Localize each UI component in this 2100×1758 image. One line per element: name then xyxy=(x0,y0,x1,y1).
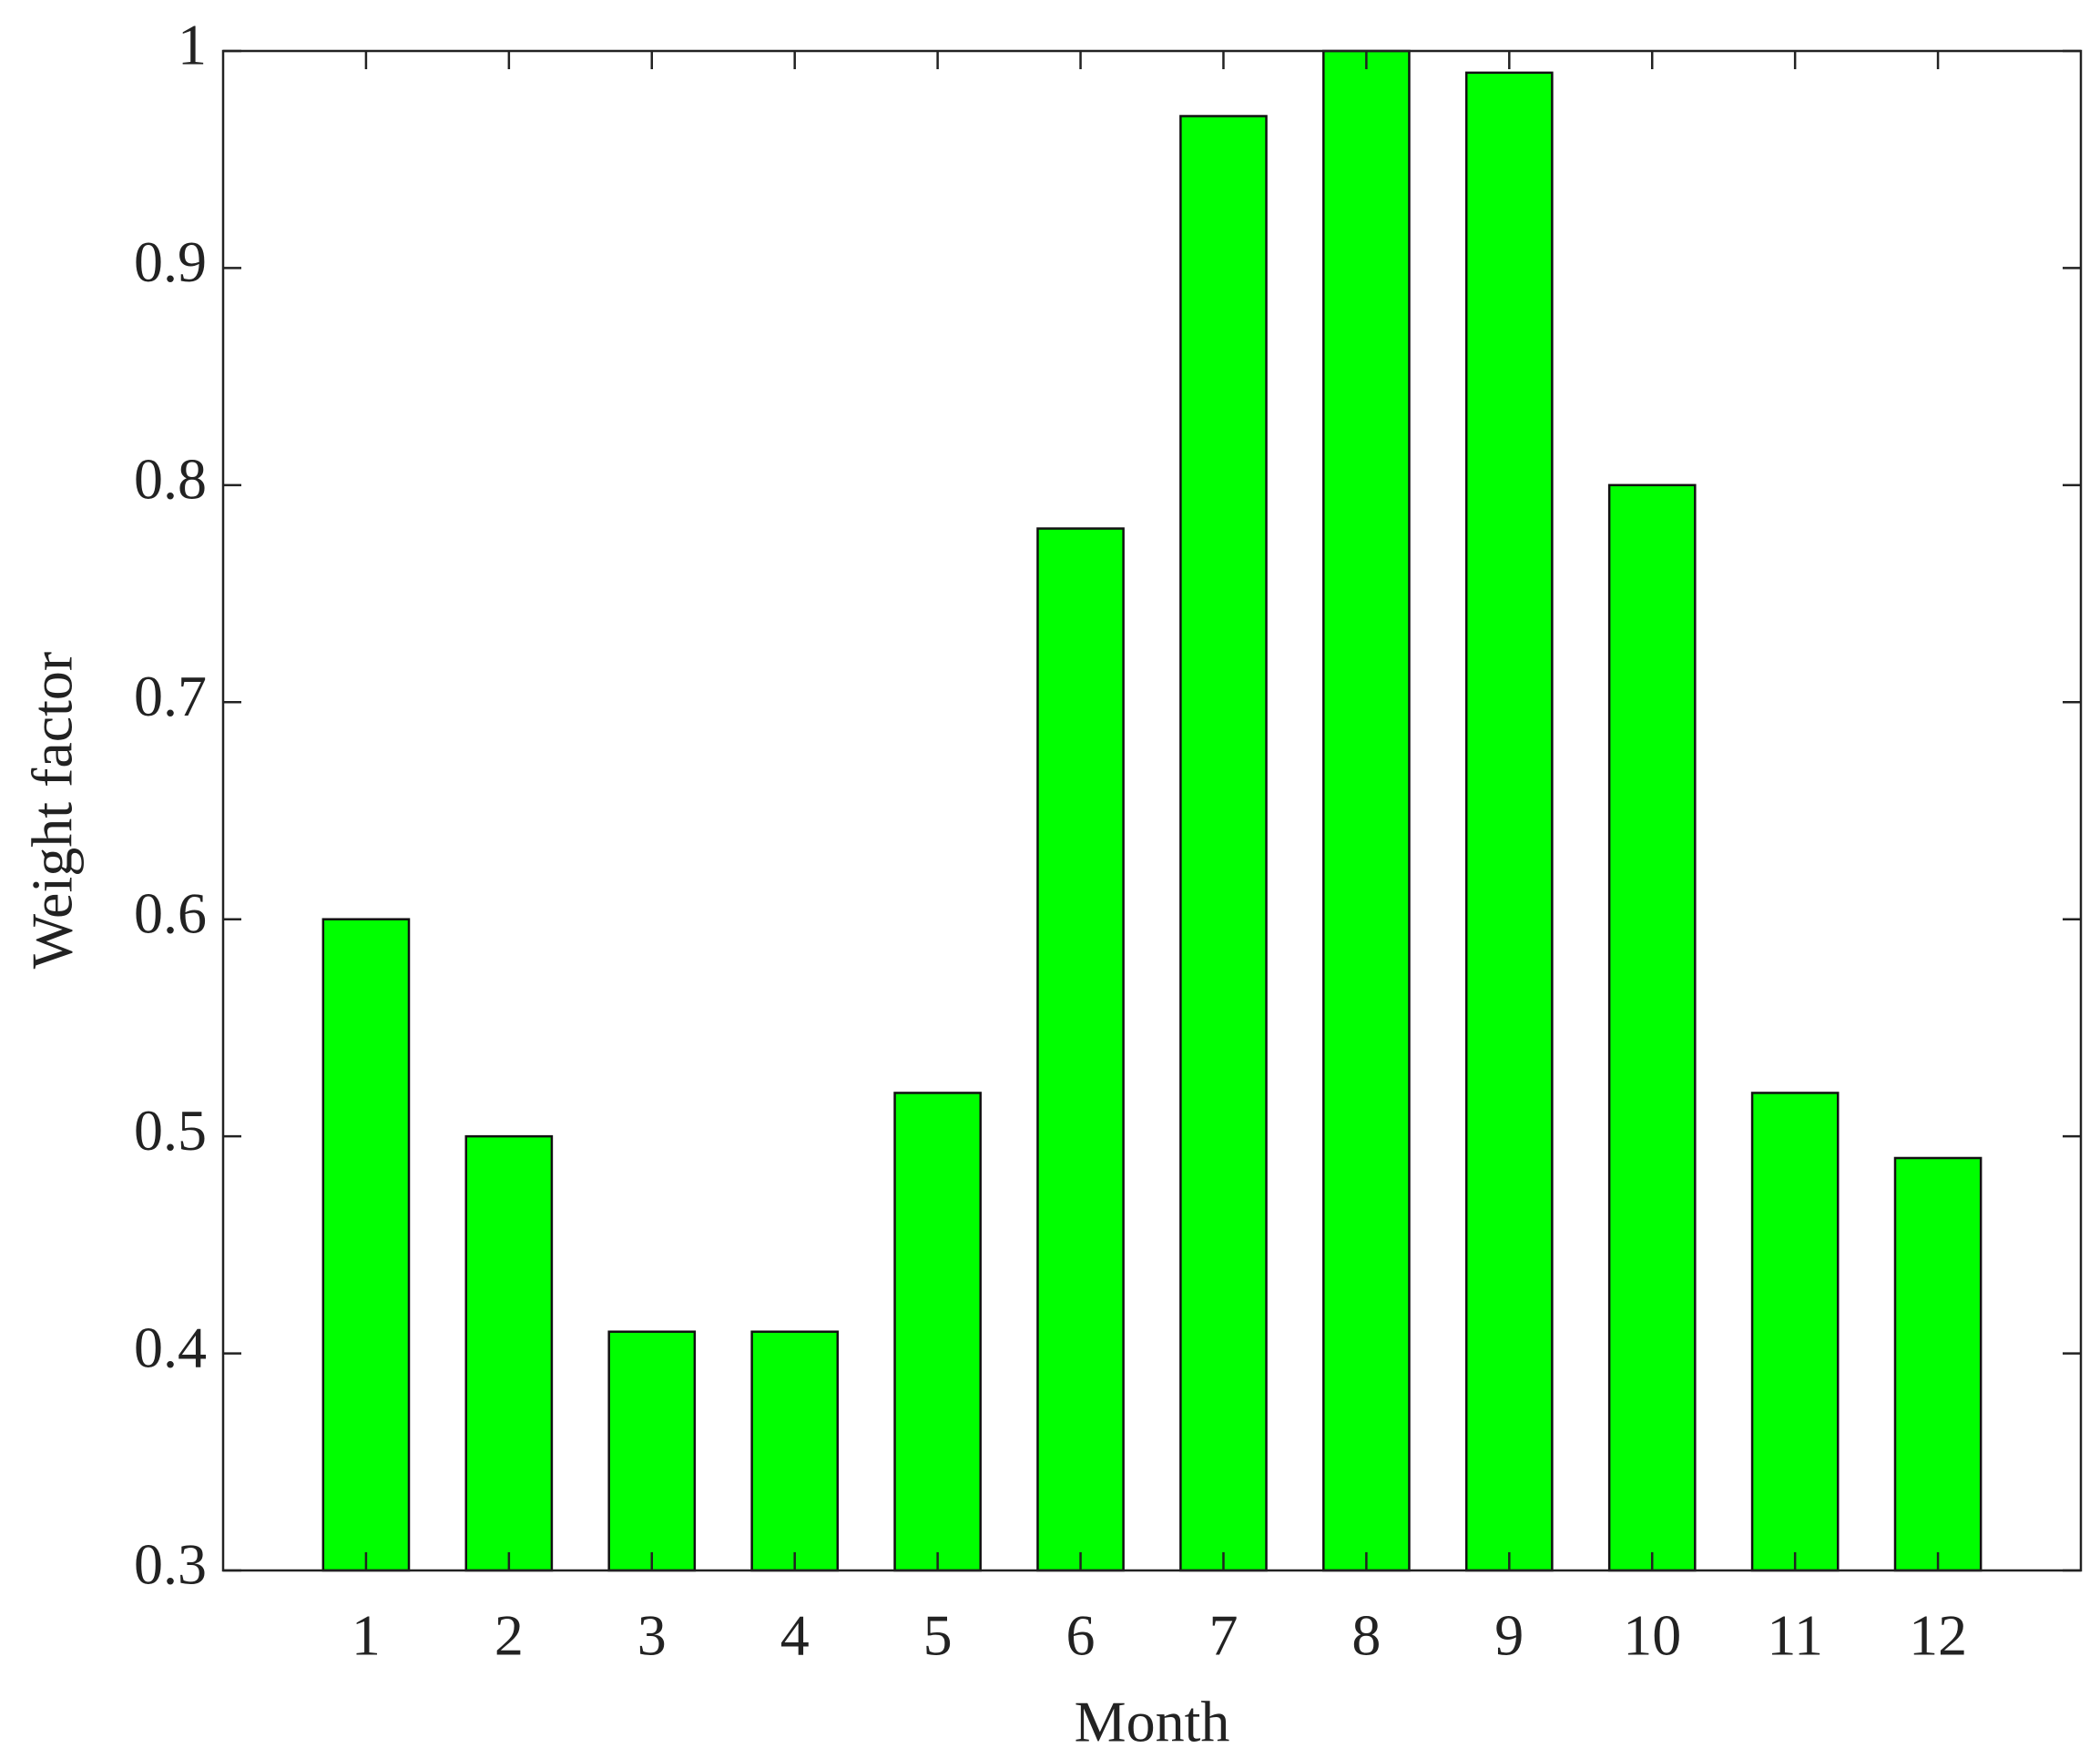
x-tick-label: 3 xyxy=(637,1603,667,1668)
x-tick-label: 12 xyxy=(1909,1603,1967,1668)
x-tick-label: 8 xyxy=(1351,1603,1381,1668)
x-tick-label: 2 xyxy=(494,1603,524,1668)
bar xyxy=(464,1134,554,1572)
bar xyxy=(1750,1092,1840,1572)
bar xyxy=(893,1092,982,1572)
y-tick-label: 0.8 xyxy=(134,447,207,512)
y-tick-label: 0.4 xyxy=(134,1315,207,1379)
x-tick-label: 4 xyxy=(780,1603,810,1668)
x-tick-label: 7 xyxy=(1208,1603,1238,1668)
x-tick-label: 5 xyxy=(923,1603,953,1668)
y-tick-label: 1 xyxy=(178,13,207,77)
x-tick-label: 6 xyxy=(1066,1603,1096,1668)
bar xyxy=(1036,527,1125,1572)
bar xyxy=(607,1330,697,1572)
x-tick-label: 1 xyxy=(352,1603,381,1668)
x-tick-label: 9 xyxy=(1494,1603,1524,1668)
plot-frame xyxy=(221,49,2083,1572)
y-tick-label: 0.6 xyxy=(134,880,207,945)
bar xyxy=(1464,71,1554,1572)
y-tick-label: 0.5 xyxy=(134,1098,207,1163)
x-tick-label: 11 xyxy=(1767,1603,1823,1668)
y-tick-label: 0.3 xyxy=(134,1532,207,1597)
bar xyxy=(321,918,411,1572)
y-axis-label: Weight factor xyxy=(20,652,85,969)
bar xyxy=(750,1330,840,1572)
y-tick-label: 0.7 xyxy=(134,664,207,728)
x-tick-label: 10 xyxy=(1623,1603,1681,1668)
bar xyxy=(1607,483,1697,1572)
y-tick-label: 0.9 xyxy=(134,229,207,294)
bar xyxy=(1322,49,1411,1572)
x-axis-label: Month xyxy=(1075,1690,1230,1754)
bar xyxy=(1179,115,1268,1572)
bar xyxy=(1893,1156,1983,1572)
